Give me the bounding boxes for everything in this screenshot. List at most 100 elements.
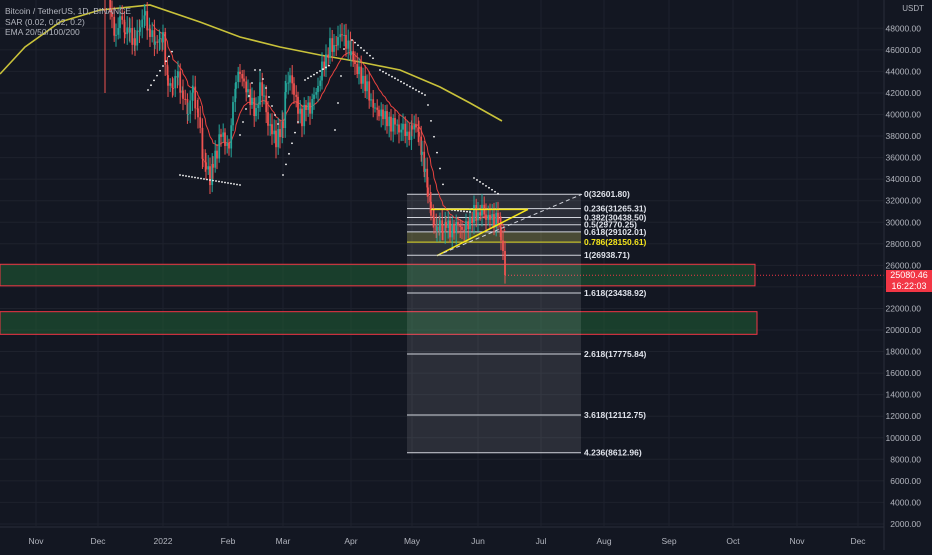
- sar-dot: [304, 79, 306, 81]
- price-tick-label: 28000.00: [886, 239, 922, 249]
- fib-level-label: 0.786(28150.61): [584, 237, 647, 247]
- candle-body: [441, 220, 444, 232]
- candle-body: [400, 129, 403, 133]
- candle-body: [174, 76, 177, 89]
- sar-dot: [424, 94, 426, 96]
- candle-body: [267, 112, 269, 126]
- sar-dot: [313, 73, 315, 76]
- time-tick-label: May: [404, 536, 421, 546]
- candle-body: [376, 107, 379, 110]
- time-tick-label: 2022: [154, 536, 173, 546]
- candle-body: [420, 136, 423, 155]
- candle-body: [455, 221, 458, 234]
- sar-dot: [310, 75, 312, 78]
- candle-body: [459, 225, 462, 227]
- sar-dot: [415, 89, 417, 91]
- sar-dot: [251, 82, 253, 84]
- sar-dot: [319, 70, 321, 72]
- sar-dot: [227, 182, 229, 184]
- sar-indicator-label[interactable]: SAR (0.02, 0.02, 0.2): [5, 16, 85, 27]
- candle-body: [356, 64, 359, 75]
- candle-body: [194, 86, 197, 109]
- candle-body: [257, 104, 260, 109]
- candle-body: [269, 124, 272, 126]
- ema-indicator-label[interactable]: EMA 20/50/100/200: [5, 27, 80, 37]
- candle-body: [333, 45, 335, 52]
- sar-dot: [482, 182, 484, 185]
- price-tick-label: 36000.00: [886, 153, 922, 163]
- sar-dot: [221, 181, 223, 183]
- candle-body: [479, 212, 482, 216]
- sar-dot: [224, 181, 226, 184]
- candle-body: [234, 88, 237, 103]
- currency-label[interactable]: USDT: [902, 4, 924, 13]
- time-tick-label: Nov: [28, 536, 44, 546]
- sar-dot: [497, 192, 499, 195]
- candle-body: [303, 104, 306, 127]
- sar-dot: [259, 69, 261, 71]
- sar-dot: [430, 119, 432, 122]
- candle-body: [477, 212, 479, 221]
- sar-dot: [194, 176, 196, 179]
- candle-body: [417, 127, 420, 132]
- candle-body: [411, 125, 413, 130]
- candle-body: [153, 30, 156, 45]
- sar-dot: [294, 131, 296, 134]
- candle-body: [337, 37, 339, 46]
- candle-body: [275, 130, 277, 148]
- candle-body: [447, 220, 450, 228]
- candle-body: [164, 31, 167, 65]
- sar-dot: [282, 174, 284, 176]
- sar-dot: [262, 78, 264, 80]
- candle-body: [339, 34, 342, 38]
- candle-body: [171, 83, 174, 88]
- sar-dot: [388, 74, 390, 76]
- price-tick-label: 48000.00: [886, 23, 922, 33]
- sar-dot: [322, 68, 324, 71]
- candle-body: [189, 100, 192, 114]
- triangle-bottom-line: [436, 208, 529, 257]
- candle-body: [263, 95, 265, 97]
- candle-body: [347, 40, 350, 49]
- sar-dot: [337, 102, 339, 104]
- chart-legend: Bitcoin / TetherUS, 1D, BINANCE SAR (0.0…: [5, 6, 131, 38]
- sar-dot: [159, 69, 161, 72]
- sar-dot: [153, 79, 155, 82]
- candle-body: [504, 250, 506, 276]
- candle-body: [473, 205, 475, 223]
- candle-body: [115, 34, 117, 36]
- candle-body: [251, 97, 253, 105]
- candle-body: [345, 34, 347, 49]
- candle-body: [156, 41, 159, 43]
- candle-body: [341, 34, 343, 36]
- candle-body: [358, 66, 360, 75]
- candle-body: [323, 61, 326, 70]
- sar-dot: [488, 186, 490, 189]
- candle-body: [370, 99, 372, 101]
- triangle-pattern: [431, 193, 583, 257]
- candle-body: [287, 82, 290, 84]
- price-tick-label: 38000.00: [886, 131, 922, 141]
- candle-body: [394, 118, 396, 125]
- candle-body: [495, 212, 498, 228]
- fib-level-label: 3.618(12112.75): [584, 410, 646, 420]
- candle-body: [502, 240, 504, 251]
- candle-body: [485, 214, 487, 220]
- candle-body: [382, 109, 384, 120]
- candle-body: [241, 73, 244, 79]
- symbol-label[interactable]: Bitcoin / TetherUS, 1D, BINANCE: [5, 6, 131, 16]
- candle-body: [205, 162, 207, 170]
- time-axis: Nov Dec 2022 Feb Mar Apr May Jun Jul Aug Sep Oct Nov…: [0, 526, 884, 546]
- candle-body: [245, 81, 248, 93]
- last-price-value: 25080.46: [890, 270, 928, 281]
- candle-body: [404, 123, 407, 136]
- time-tick-label: Jun: [471, 536, 485, 546]
- candle-body: [380, 109, 383, 117]
- fib-level-label: 0.382(30438.50): [584, 213, 647, 223]
- price-tick-label: 16000.00: [886, 368, 922, 378]
- sar-dot: [372, 57, 374, 60]
- candle-body: [408, 131, 411, 140]
- candle-body: [247, 89, 249, 93]
